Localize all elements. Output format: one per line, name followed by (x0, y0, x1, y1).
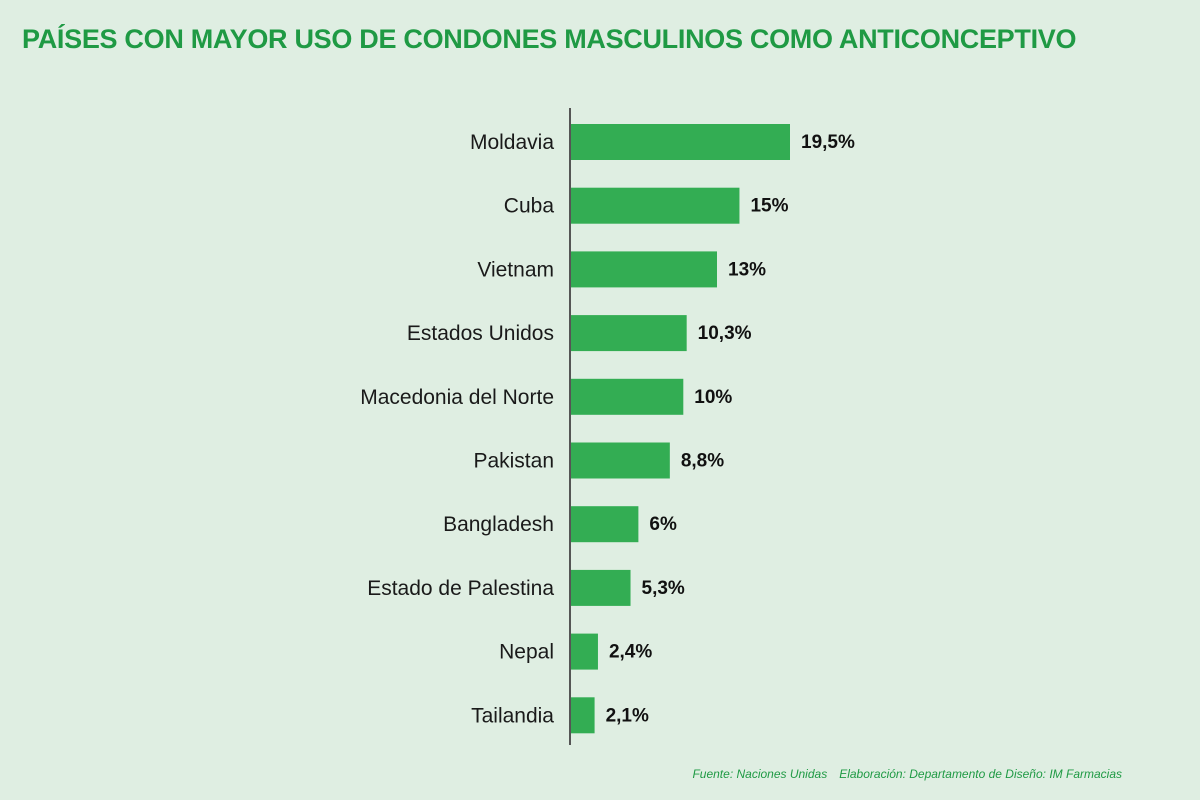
bar-5 (571, 442, 670, 479)
value-label: 19,5% (801, 132, 855, 153)
bar-6 (571, 506, 639, 543)
category-label: Cuba (504, 195, 555, 218)
value-label: 15% (750, 196, 788, 217)
value-label: 13% (728, 259, 766, 280)
value-label: 6% (649, 514, 677, 535)
category-label: Macedonia del Norte (360, 386, 554, 409)
category-label: Pakistan (473, 450, 554, 473)
value-label: 2,4% (609, 642, 652, 663)
bar-7 (571, 569, 631, 606)
bar-1 (571, 187, 740, 224)
bar-3 (571, 315, 687, 352)
credit-note: Elaboración: Departamento de Diseño: IM … (839, 767, 1122, 781)
category-label: Nepal (499, 641, 554, 664)
value-label: 5,3% (642, 578, 685, 599)
value-label: 8,8% (681, 451, 724, 472)
chart-title: PAÍSES CON MAYOR USO DE CONDONES MASCULI… (22, 24, 1077, 54)
bar-8 (571, 633, 598, 670)
bar-9 (571, 697, 595, 734)
category-label: Estado de Palestina (367, 577, 554, 600)
category-label: Moldavia (470, 131, 554, 154)
chart-footer: Fuente: Naciones Unidas Elaboración: Depa… (692, 767, 1122, 781)
source-note: Fuente: Naciones Unidas (692, 767, 828, 781)
category-label: Vietnam (477, 258, 554, 281)
bar-2 (571, 251, 717, 288)
category-label: Bangladesh (443, 513, 554, 536)
category-label: Estados Unidos (407, 322, 554, 345)
value-label: 10% (694, 387, 732, 408)
category-label: Tailandia (471, 704, 554, 727)
bar-0 (571, 124, 790, 160)
bar-4 (571, 378, 684, 415)
value-label: 10,3% (698, 323, 752, 344)
bar-chart: Moldavia 19,5% Cuba 15% Vietnam 13% Estados Un… (360, 108, 855, 745)
value-label: 2,1% (606, 705, 649, 726)
